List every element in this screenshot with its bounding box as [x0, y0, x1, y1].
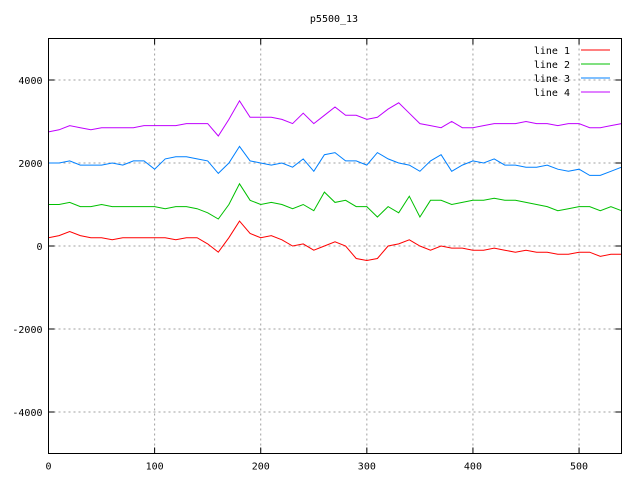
x-tick-label: 100 — [146, 462, 164, 473]
legend-label: line 2 — [534, 60, 570, 71]
legend-label: line 1 — [534, 46, 570, 57]
y-tick-label: -4000 — [12, 408, 42, 419]
series-line-2 — [48, 182, 622, 220]
series-line-1 — [48, 220, 622, 262]
x-tick-label: 400 — [464, 462, 482, 473]
series-line-3 — [48, 145, 622, 176]
chart-title: p5500_13 — [310, 14, 358, 25]
y-tick-label: 2000 — [18, 159, 42, 170]
legend-label: line 3 — [534, 74, 570, 85]
plot-border — [48, 38, 622, 454]
y-tick-label: -2000 — [12, 325, 42, 336]
legend: line 1 line 2 line 3 line 4 — [534, 46, 610, 99]
legend-label: line 4 — [534, 88, 570, 99]
x-tick-label: 200 — [252, 462, 270, 473]
y-tick-label: 0 — [36, 242, 42, 253]
series-line-4 — [48, 99, 622, 137]
tick-labels: 0 100 200 300 400 500 -4000 -2000 0 2000 4000 — [12, 76, 588, 473]
grid — [48, 38, 622, 454]
x-tick-label: 300 — [358, 462, 376, 473]
x-tick-label: 500 — [570, 462, 588, 473]
x-tick-label: 0 — [45, 462, 51, 473]
y-tick-label: 4000 — [18, 76, 42, 87]
series-lines — [48, 99, 622, 262]
